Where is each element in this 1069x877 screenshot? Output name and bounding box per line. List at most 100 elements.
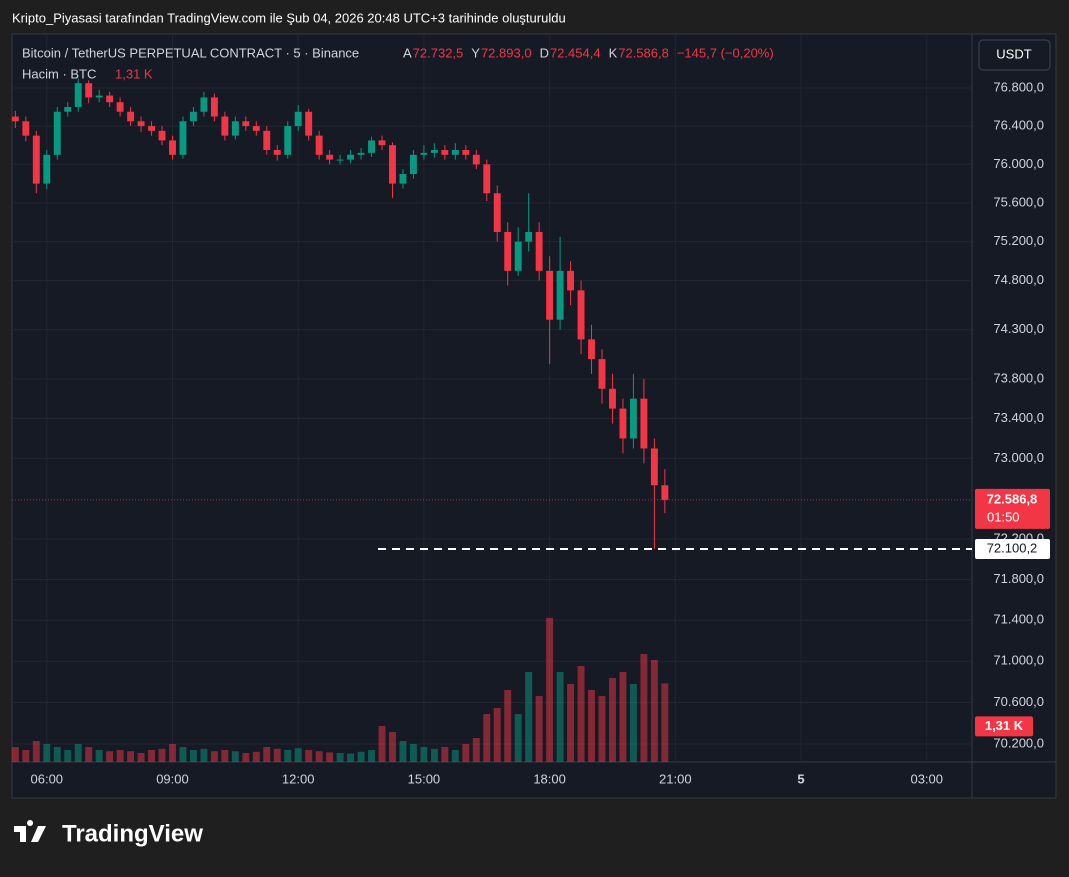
candle-body — [389, 145, 396, 184]
currency-button[interactable] — [978, 39, 1051, 71]
volume-bar — [577, 666, 585, 762]
candle-body — [189, 111, 197, 122]
volume-bar — [629, 684, 637, 762]
candle-body — [483, 164, 491, 194]
volume-bar — [472, 738, 480, 762]
x-tick-label: 09:00 — [156, 771, 189, 786]
y-tick-label: 73.000,0 — [993, 450, 1044, 465]
volume-bar — [619, 672, 627, 762]
volume-bar — [661, 683, 669, 762]
volume-bar — [231, 751, 239, 762]
volume-bar — [378, 726, 386, 762]
y-tick-label: 76.000,0 — [993, 156, 1044, 171]
y-tick-label: 70.200,0 — [993, 735, 1044, 750]
volume-bar — [64, 750, 72, 762]
volume-bar — [451, 750, 459, 762]
last-price-tag — [975, 488, 1050, 529]
volume-bar — [169, 744, 176, 762]
ohlc-value: 72.732,5 — [413, 45, 464, 60]
candle-body — [441, 150, 449, 155]
volume-bar — [273, 748, 281, 762]
ohlc-value: 72.454,4 — [550, 45, 601, 60]
volume-bar — [409, 744, 417, 762]
y-tick-label: 73.400,0 — [993, 410, 1044, 425]
candle-body — [231, 121, 239, 136]
x-tick-label: 5 — [797, 771, 804, 786]
chart-panel — [11, 33, 1057, 799]
volume-bar — [368, 750, 375, 762]
volume-bar — [514, 714, 522, 762]
volume-bar — [525, 672, 533, 762]
volume-bar — [189, 750, 197, 762]
candle-body — [535, 231, 543, 271]
candle-body — [273, 150, 281, 155]
volume-bar — [294, 748, 302, 762]
volume-bar — [588, 690, 595, 762]
candle-body — [546, 270, 554, 320]
volume-bar — [598, 696, 606, 762]
candle-body — [514, 241, 522, 271]
candle-body — [252, 126, 260, 131]
candle-body — [525, 231, 533, 242]
volume-bar — [252, 751, 260, 762]
candle-body — [640, 398, 648, 449]
volume-bar — [640, 654, 648, 762]
volume-bar — [315, 751, 323, 762]
volume-bar — [74, 744, 82, 762]
volume-bar — [430, 748, 438, 762]
candle-body — [137, 121, 145, 127]
volume-bar — [22, 750, 30, 762]
x-tick-label: 18:00 — [533, 771, 566, 786]
volume-bar — [200, 748, 208, 762]
candle-body — [74, 83, 82, 107]
candle-body — [315, 135, 323, 155]
candle-body — [409, 154, 417, 175]
volume-bar — [336, 753, 344, 762]
volume-bar — [399, 741, 407, 762]
ohlc-letter: A — [403, 45, 412, 60]
candle-body — [650, 448, 658, 486]
volume-bar — [158, 748, 166, 762]
volume-bar — [32, 741, 40, 762]
currency-label[interactable]: USDT — [996, 46, 1031, 61]
volume-bar — [263, 747, 271, 762]
ohlc-value: 72.893,0 — [481, 45, 532, 60]
candle-body — [661, 485, 669, 500]
volume-bar — [326, 752, 334, 762]
candle-body — [493, 193, 501, 232]
candle-body — [179, 121, 187, 155]
volume-bar — [242, 753, 250, 762]
logo: TradingView — [14, 820, 203, 847]
candle-body — [609, 388, 616, 409]
y-tick-label: 76.800,0 — [993, 79, 1044, 94]
y-tick-label: 74.300,0 — [993, 321, 1044, 336]
candle-body — [148, 126, 155, 131]
volume-value: 1,31 K — [115, 66, 153, 81]
volume-bar — [483, 714, 491, 762]
y-tick-label: 74.800,0 — [993, 272, 1044, 287]
candle-body — [200, 97, 208, 112]
candle-body — [85, 83, 93, 98]
candle-body — [619, 408, 627, 439]
volume-bar — [95, 750, 103, 762]
candle-body — [169, 140, 176, 155]
candle-body — [598, 359, 606, 389]
volume-bar — [284, 750, 292, 762]
candle-body — [430, 150, 438, 153]
ohlc-letter: K — [609, 45, 618, 60]
candle-body — [64, 106, 72, 112]
volume-bar — [116, 750, 124, 762]
candle-body — [368, 140, 375, 153]
volume-bar — [493, 708, 501, 762]
volume-bar — [11, 747, 19, 762]
candle-body — [305, 111, 313, 136]
y-tick-label: 71.400,0 — [993, 612, 1044, 627]
volume-bar — [609, 678, 616, 762]
candle-body — [420, 152, 428, 155]
candle-body — [326, 154, 334, 160]
volume-bar — [53, 747, 61, 762]
candle-body — [588, 339, 595, 360]
candle-body — [32, 135, 40, 184]
volume-bar — [127, 751, 135, 762]
candle-body — [284, 126, 292, 155]
